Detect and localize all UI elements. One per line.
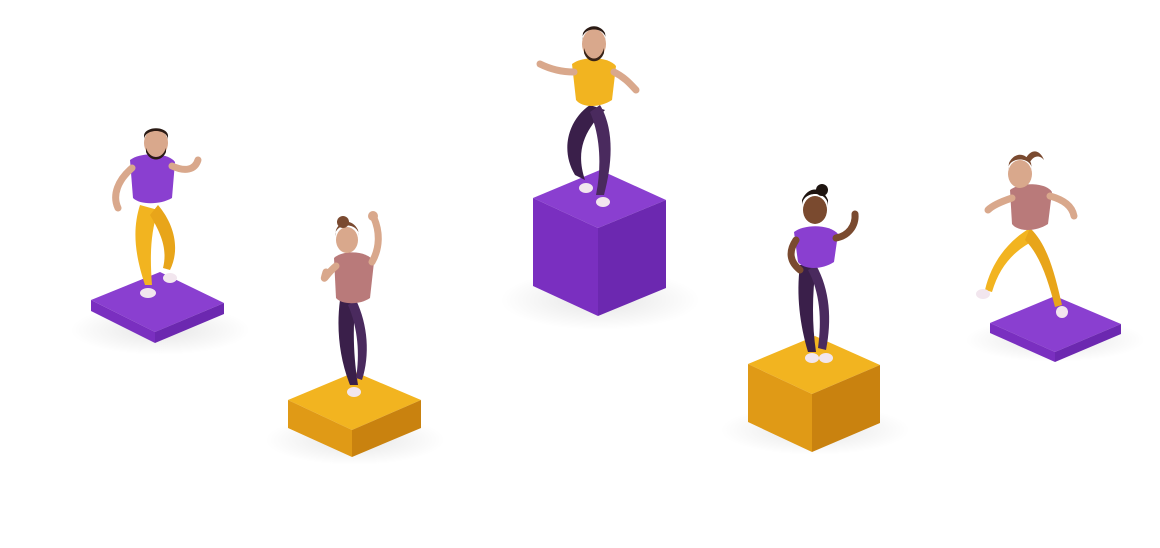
- figure-woman-purple-shirt-dark-pants: [720, 184, 910, 455]
- figure-bearded-man-purple-shirt: [70, 128, 250, 355]
- purple-slab-pedestal-right: [990, 296, 1121, 362]
- gold-block-pedestal: [288, 372, 421, 457]
- figure-bearded-man-yellow-shirt: [500, 26, 700, 330]
- gold-block-pedestal-right: [748, 336, 880, 452]
- figure-woman-pink-shirt-dark-pants: [265, 211, 445, 465]
- figure-woman-ponytail-pink-shirt: [965, 151, 1145, 362]
- purple-slab-pedestal: [91, 272, 224, 343]
